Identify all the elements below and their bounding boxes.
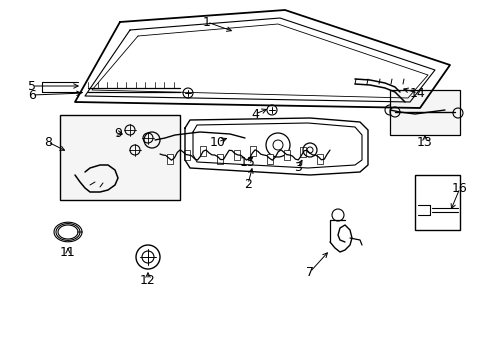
Text: 4: 4 <box>250 108 259 121</box>
Text: 2: 2 <box>244 177 251 190</box>
Bar <box>300 147 305 157</box>
Text: 11: 11 <box>60 246 76 258</box>
Text: 7: 7 <box>305 266 313 279</box>
Text: 6: 6 <box>28 89 36 102</box>
Bar <box>217 154 223 164</box>
Bar <box>414 175 459 230</box>
Text: 14: 14 <box>409 86 425 99</box>
Bar <box>167 154 173 164</box>
Text: 15: 15 <box>240 156 255 168</box>
Text: 16: 16 <box>451 181 467 194</box>
Bar <box>266 154 272 164</box>
Bar <box>389 90 459 135</box>
Bar <box>200 146 206 156</box>
Text: 10: 10 <box>210 135 225 149</box>
Bar <box>233 150 239 160</box>
Text: 13: 13 <box>416 135 432 149</box>
Bar <box>183 150 189 160</box>
Text: 9: 9 <box>114 126 122 140</box>
Text: 1: 1 <box>203 15 210 28</box>
Text: 3: 3 <box>293 161 301 174</box>
Bar <box>316 153 323 163</box>
Bar <box>250 147 256 156</box>
Bar <box>283 150 289 159</box>
Text: 8: 8 <box>44 135 52 149</box>
Bar <box>60 115 180 200</box>
Text: 12: 12 <box>140 274 156 287</box>
Text: 5: 5 <box>28 80 36 93</box>
